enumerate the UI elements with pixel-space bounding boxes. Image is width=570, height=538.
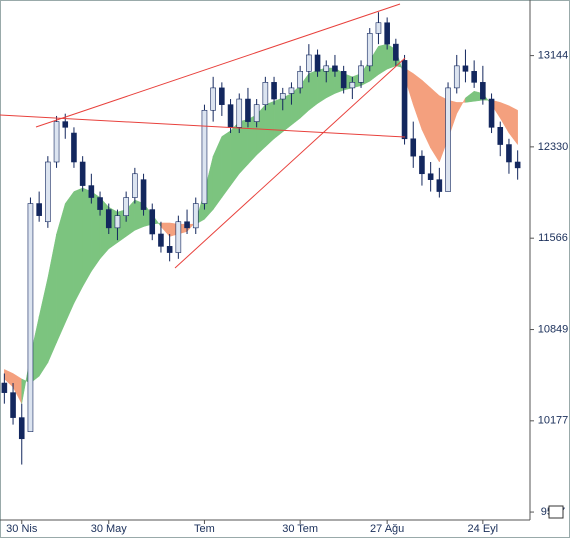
candle-body — [445, 87, 451, 192]
candle-body — [201, 109, 208, 204]
candle-body — [158, 233, 164, 247]
candle-body — [375, 22, 382, 34]
candle-body — [97, 197, 103, 210]
candle-body — [480, 82, 486, 100]
x-tick-label: 24 Eyl — [468, 523, 499, 535]
ma-band — [326, 67, 336, 99]
candle-body — [227, 104, 234, 128]
candle-body — [132, 173, 138, 198]
candle-body — [219, 87, 225, 105]
candle-body — [71, 132, 77, 163]
ma-band — [73, 187, 83, 304]
ma-band — [82, 187, 92, 288]
candle-body — [332, 65, 338, 72]
candle-body — [384, 22, 390, 45]
candle-body — [471, 71, 477, 83]
candle-body — [175, 221, 182, 253]
candle-body — [393, 43, 399, 61]
y-tick-label: 11566 — [538, 232, 568, 244]
candle-body — [436, 179, 443, 192]
candle-body — [314, 54, 321, 72]
candle-body — [453, 65, 460, 89]
candle-body — [105, 209, 112, 229]
candle-body — [36, 203, 42, 216]
candle-body — [140, 179, 147, 210]
candle-body — [166, 246, 173, 253]
candle-body — [1, 382, 8, 393]
candle-body — [488, 98, 495, 128]
ma-band — [221, 130, 231, 199]
ma-band — [508, 105, 518, 146]
x-tick-label: 30 Nis — [6, 523, 38, 535]
candle-body — [419, 155, 425, 175]
candle-body — [358, 65, 364, 83]
ma-band — [265, 100, 275, 148]
candle-body — [306, 54, 312, 72]
candle-body — [245, 98, 251, 122]
ma-band — [308, 69, 318, 111]
candle-body — [271, 82, 277, 100]
candle-body — [53, 121, 60, 163]
candle-body — [62, 121, 69, 128]
candle-body — [427, 173, 434, 180]
candle-body — [79, 161, 86, 186]
candle-body — [192, 203, 199, 229]
candle-body — [10, 392, 16, 418]
trend-line — [0, 114, 406, 138]
candle-body — [288, 87, 295, 94]
trend-line — [35, 3, 401, 128]
x-tick-label: 30 Tem — [282, 523, 318, 535]
candle-body — [462, 65, 469, 72]
candle-body — [401, 60, 408, 140]
candle-body — [27, 203, 34, 432]
x-tick-label: 27 Ağu — [370, 523, 404, 535]
y-tick-label: 10849 — [538, 323, 569, 335]
candle-body — [123, 197, 129, 216]
trend-lines — [0, 3, 406, 269]
candle-body — [18, 417, 25, 440]
candle-body — [506, 144, 512, 163]
candle-body — [262, 82, 269, 105]
ma-band — [65, 190, 75, 323]
candle-body — [514, 161, 521, 169]
y-tick-label: 10177 — [538, 415, 569, 427]
candle-body — [349, 82, 356, 89]
candle-body — [297, 71, 303, 89]
trend-line — [174, 57, 406, 269]
ma-band — [317, 67, 327, 104]
ma-band — [273, 97, 283, 140]
candle-body — [366, 33, 373, 67]
candle-body — [114, 215, 121, 229]
x-tick-label: Tem — [194, 523, 215, 535]
candle-body — [210, 87, 216, 111]
ma-band — [378, 43, 388, 76]
settings-icon[interactable] — [548, 505, 564, 519]
y-tick-label: 13144 — [538, 50, 569, 62]
candle-body — [184, 221, 190, 229]
candle-body — [410, 138, 417, 157]
candle-body — [253, 104, 260, 122]
candle-body — [497, 127, 504, 145]
candle-body — [279, 93, 286, 100]
x-tick-label: 30 May — [91, 523, 128, 535]
candle-body — [340, 71, 347, 89]
candle-body — [45, 161, 51, 223]
candle-body — [149, 209, 156, 235]
candle-body — [236, 98, 243, 128]
y-tick-label: 12330 — [538, 141, 569, 153]
candle-body — [88, 185, 95, 198]
candle-body — [323, 65, 330, 72]
